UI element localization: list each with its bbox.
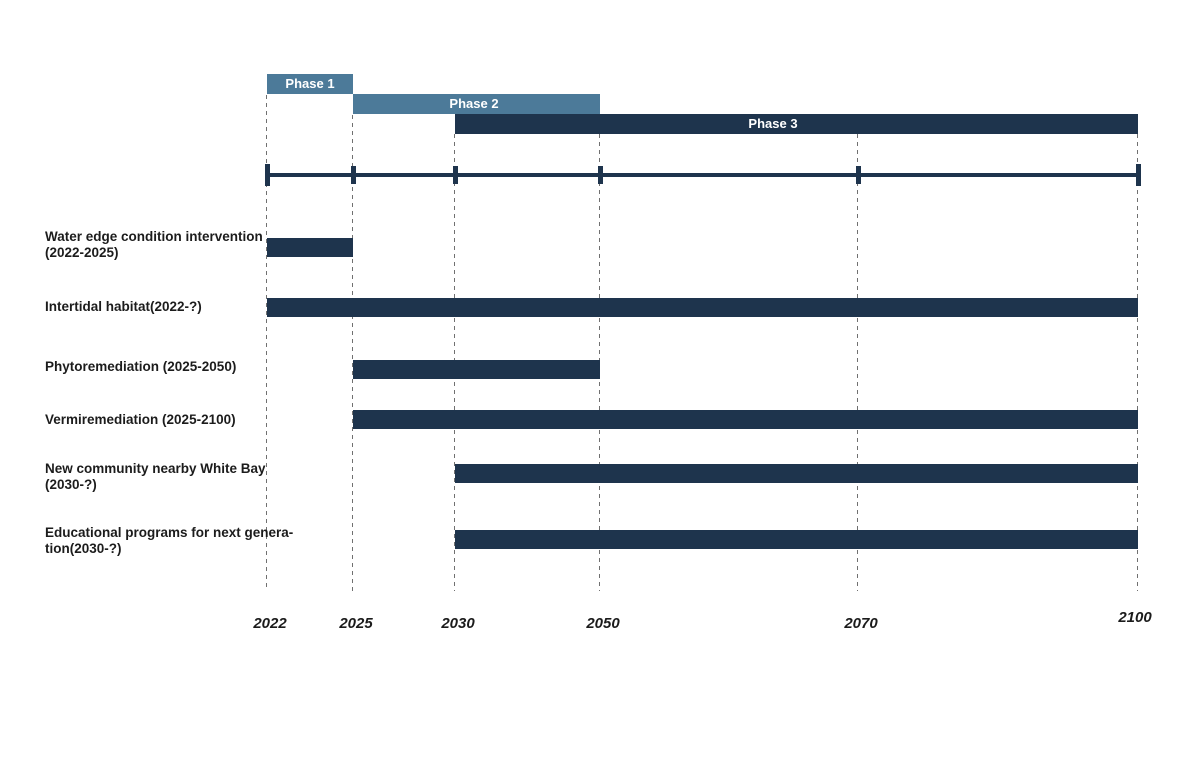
- task-label-line: (2030-?): [45, 477, 97, 492]
- phase-bar-label: Phase 3: [748, 116, 798, 131]
- axis-tick: [1136, 164, 1141, 186]
- year-label: 2100: [1118, 609, 1152, 626]
- task-label: Phytoremediation (2025-2050): [45, 359, 236, 375]
- phase-bar-1: Phase 1: [267, 74, 353, 94]
- task-label-line: (2022-2025): [45, 245, 119, 260]
- phase-bar-label: Phase 1: [285, 76, 335, 91]
- phase-bar-3: Phase 3: [455, 114, 1138, 134]
- task-label-line: Vermiremediation (2025-2100): [45, 412, 236, 427]
- year-label: 2050: [586, 615, 620, 632]
- timeline-axis: [267, 173, 1138, 177]
- task-bar: [353, 360, 600, 379]
- task-label: Educational programs for next genera-tio…: [45, 525, 293, 557]
- axis-tick: [265, 164, 270, 186]
- gridline: [857, 134, 858, 591]
- task-bar: [455, 464, 1138, 483]
- phase-bar-2: Phase 2: [353, 94, 600, 114]
- year-label: 2025: [339, 615, 373, 632]
- task-label-line: tion(2030-?): [45, 541, 122, 556]
- year-label: 2030: [441, 615, 475, 632]
- axis-tick: [351, 166, 356, 184]
- task-bar: [455, 530, 1138, 549]
- task-label-line: New community nearby White Bay: [45, 461, 266, 476]
- axis-tick: [453, 166, 458, 184]
- task-label-line: Phytoremediation (2025-2050): [45, 359, 237, 374]
- gridline: [1137, 134, 1138, 591]
- axis-tick: [598, 166, 603, 184]
- task-bar: [267, 238, 353, 257]
- gridline: [266, 95, 267, 591]
- task-label: Intertidal habitat(2022-?): [45, 299, 202, 315]
- task-label-line: Educational programs for next genera-: [45, 525, 294, 540]
- axis-tick: [856, 166, 861, 184]
- gridline: [352, 115, 353, 591]
- year-label: 2022: [253, 615, 287, 632]
- task-label-line: Intertidal habitat(2022-?): [45, 299, 202, 314]
- task-label: Vermiremediation (2025-2100): [45, 412, 236, 428]
- phase-bar-label: Phase 2: [449, 96, 499, 111]
- year-label: 2070: [844, 615, 878, 632]
- task-label: Water edge condition intervention (2022-2…: [45, 229, 263, 261]
- task-bar: [353, 410, 1138, 429]
- task-label: New community nearby White Bay (2030-?): [45, 461, 266, 493]
- task-label-line: Water edge condition intervention: [45, 229, 263, 244]
- task-bar: [267, 298, 1138, 317]
